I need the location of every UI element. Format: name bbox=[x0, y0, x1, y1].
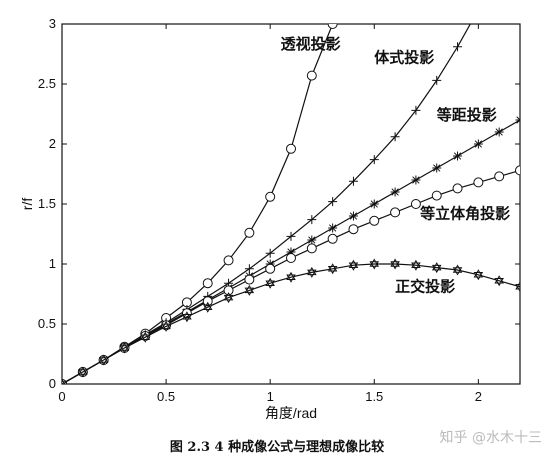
y-tick-label: 2.5 bbox=[38, 76, 56, 91]
axes: 0 0.5 1 1.5 2 0 0.5 1 1.5 2 2.5 3 角度/rad r/f bbox=[19, 16, 521, 421]
marker-circle bbox=[244, 274, 255, 285]
marker-hexagram bbox=[119, 342, 130, 354]
marker-hexagram bbox=[62, 378, 67, 384]
marker-star bbox=[328, 223, 338, 233]
marker-hexagram bbox=[515, 281, 520, 293]
marker-plus bbox=[369, 155, 379, 165]
marker-circle bbox=[473, 177, 484, 188]
series-lines bbox=[62, 24, 520, 384]
projection-chart: 0 0.5 1 1.5 2 0 0.5 1 1.5 2 2.5 3 角度/rad r/f 透视投影体式投影… bbox=[19, 16, 521, 421]
marker-hexagram bbox=[452, 264, 463, 276]
marker-hexagram bbox=[411, 259, 421, 271]
marker-hexagram bbox=[327, 263, 338, 275]
figure-caption: 图 2.3 4 种成像公式与理想成像比较 bbox=[169, 440, 385, 455]
marker-circle bbox=[452, 183, 463, 194]
y-tick-label: 3 bbox=[49, 16, 56, 31]
marker-circle bbox=[369, 215, 380, 226]
y-tick-label: 1 bbox=[49, 256, 56, 271]
x-tick-label: 1.5 bbox=[365, 389, 383, 404]
x-tick-label: 0 bbox=[58, 389, 65, 404]
series-markers bbox=[62, 258, 520, 384]
marker-plus bbox=[453, 42, 463, 52]
marker-circle bbox=[348, 224, 359, 235]
series-line bbox=[62, 24, 334, 384]
marker-circle bbox=[286, 253, 296, 263]
marker-circle bbox=[327, 24, 338, 29]
marker-hexagram bbox=[348, 259, 359, 271]
marker-circle bbox=[494, 171, 505, 182]
marker-circle bbox=[244, 227, 255, 238]
marker-circle bbox=[202, 296, 213, 307]
marker-star bbox=[307, 235, 317, 245]
marker-plus bbox=[390, 132, 400, 142]
y-axis-label: r/f bbox=[19, 198, 35, 211]
marker-circle bbox=[306, 70, 317, 81]
marker-hexagram bbox=[182, 311, 192, 323]
x-tick-label: 0.5 bbox=[157, 389, 175, 404]
marker-hexagram bbox=[161, 320, 171, 332]
marker-circle bbox=[265, 191, 276, 202]
marker-star bbox=[411, 175, 421, 185]
marker-star bbox=[390, 187, 400, 197]
marker-plus bbox=[348, 176, 358, 186]
marker-hexagram bbox=[140, 331, 151, 343]
marker-hexagram bbox=[307, 266, 317, 278]
marker-circle bbox=[223, 255, 234, 266]
x-tick-label: 2 bbox=[475, 389, 482, 404]
marker-star bbox=[473, 139, 483, 149]
marker-hexagram bbox=[286, 271, 296, 283]
marker-star bbox=[348, 211, 358, 221]
marker-hexagram bbox=[431, 262, 442, 274]
y-tick-label: 0.5 bbox=[38, 316, 56, 331]
series-line bbox=[62, 263, 520, 384]
series-label: 等距投影 bbox=[437, 106, 497, 124]
y-tick-label: 2 bbox=[49, 136, 56, 151]
marker-hexagram bbox=[265, 277, 275, 289]
marker-hexagram bbox=[223, 292, 234, 304]
series-markers bbox=[62, 24, 338, 384]
y-tick-label: 0 bbox=[49, 376, 56, 391]
marker-hexagram bbox=[473, 269, 484, 281]
marker-circle bbox=[390, 207, 401, 218]
marker-star bbox=[453, 151, 463, 161]
marker-star bbox=[369, 199, 379, 209]
marker-hexagram bbox=[390, 258, 400, 270]
marker-circle bbox=[202, 278, 213, 289]
marker-star bbox=[494, 127, 504, 137]
series-label: 等立体角投影 bbox=[420, 204, 510, 222]
marker-star bbox=[286, 247, 296, 257]
x-tick-label: 1 bbox=[267, 389, 274, 404]
marker-circle bbox=[515, 165, 520, 176]
marker-hexagram bbox=[202, 301, 213, 313]
marker-plus bbox=[286, 231, 296, 241]
watermark: 知乎 @水木十三 bbox=[439, 430, 542, 446]
y-tick-label: 1.5 bbox=[38, 196, 56, 211]
marker-circle bbox=[327, 233, 338, 244]
series-5 bbox=[62, 258, 520, 384]
marker-hexagram bbox=[369, 258, 380, 270]
marker-plus bbox=[411, 105, 421, 115]
series-label: 正交投影 bbox=[395, 278, 455, 296]
marker-circle bbox=[431, 190, 442, 201]
marker-circle bbox=[306, 243, 317, 254]
marker-plus bbox=[265, 248, 275, 258]
marker-hexagram bbox=[494, 275, 504, 287]
series-label: 体式投影 bbox=[374, 48, 434, 66]
marker-hexagram bbox=[244, 284, 255, 296]
marker-circle bbox=[286, 143, 296, 154]
marker-hexagram bbox=[78, 366, 88, 378]
x-axis-label: 角度/rad bbox=[265, 405, 317, 421]
series-1 bbox=[62, 24, 338, 384]
marker-plus bbox=[432, 75, 442, 85]
marker-hexagram bbox=[98, 354, 109, 366]
marker-circle bbox=[410, 199, 421, 209]
marker-plus bbox=[328, 197, 338, 207]
marker-circle bbox=[265, 263, 276, 274]
marker-star bbox=[432, 163, 442, 173]
series-label: 透视投影 bbox=[281, 35, 341, 53]
marker-plus bbox=[307, 215, 317, 225]
marker-star bbox=[515, 115, 520, 125]
